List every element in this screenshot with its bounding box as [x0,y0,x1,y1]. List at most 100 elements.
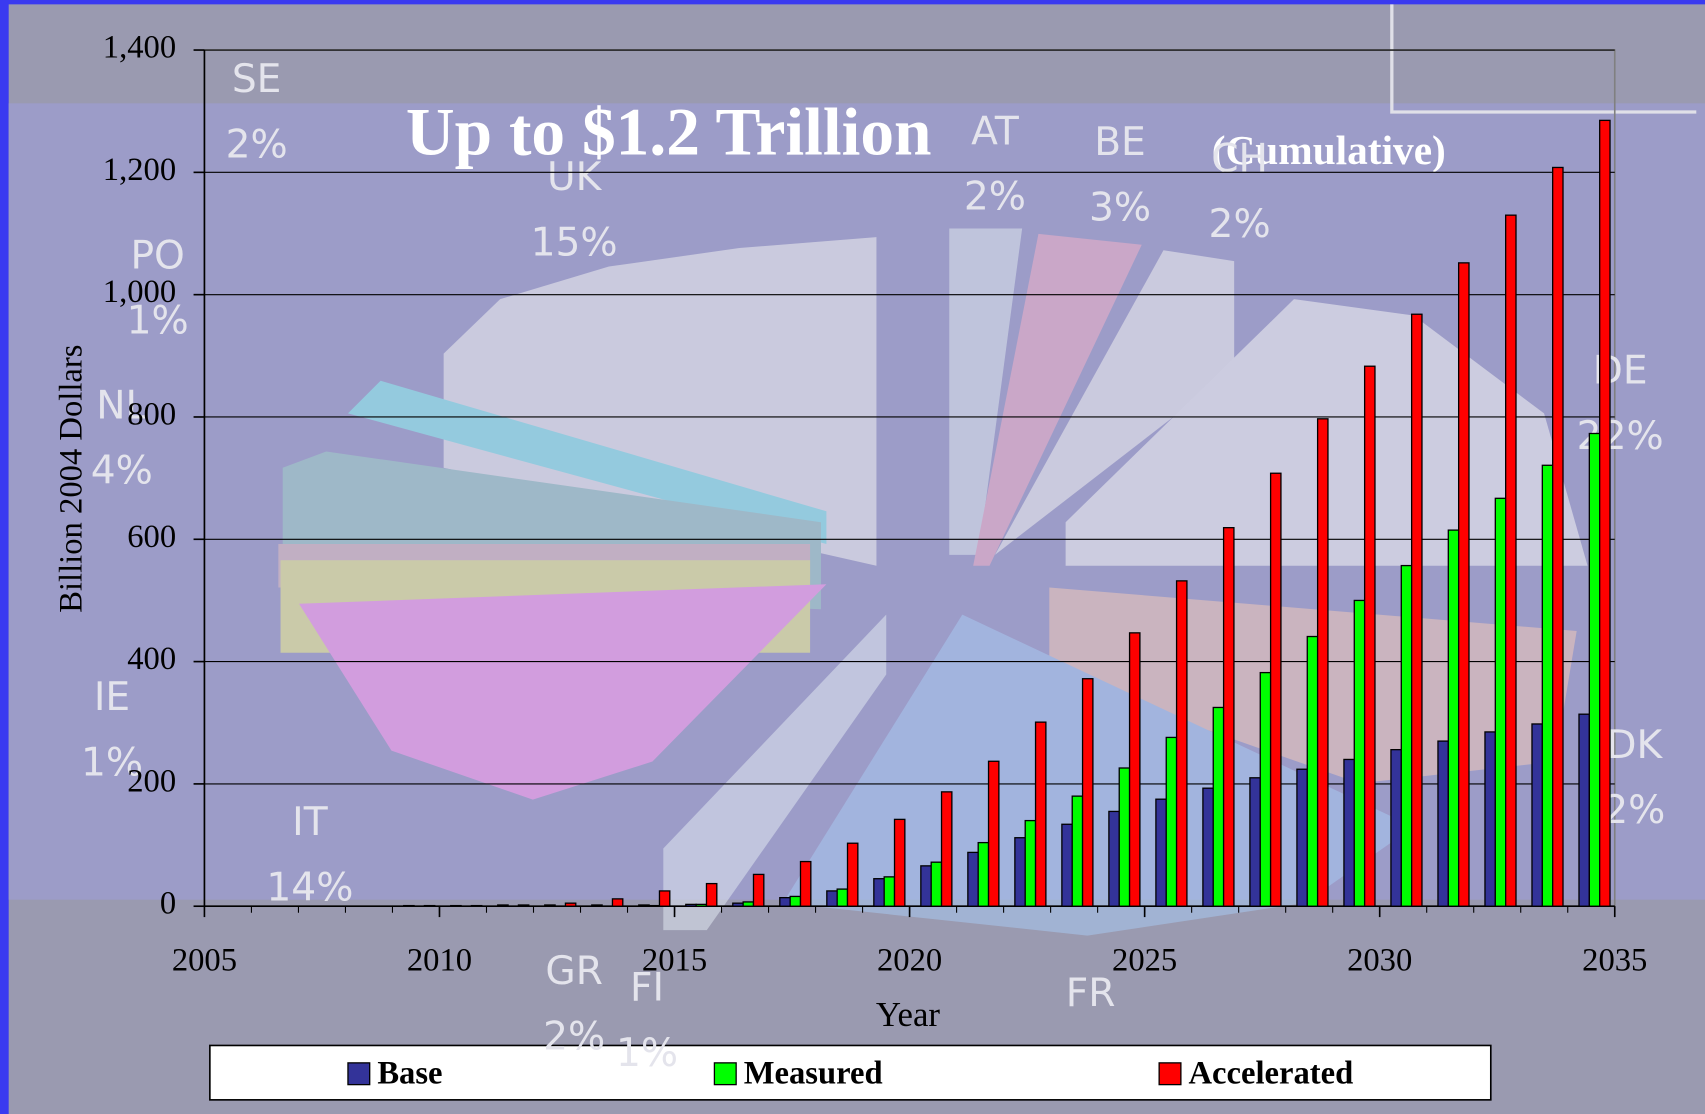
x-tick-label: 2015 [642,942,707,978]
bar [942,792,952,906]
bar [848,843,858,906]
pie-label: PO [130,233,184,278]
x-tick-label: 2020 [877,942,942,978]
bar [659,891,669,906]
bar [1156,799,1166,906]
pie-label: CH [1211,137,1268,182]
pie-label: 2% [1603,788,1665,833]
chart-title: Up to $1.2 Trillion [406,95,932,170]
pie-label: 3% [1089,185,1151,230]
bar [498,905,508,906]
bar [1532,724,1542,906]
bar [1015,838,1025,906]
bar [780,898,790,907]
pie-label: UK [547,155,603,200]
pie-label: SE [232,57,282,102]
bar [639,905,649,906]
y-tick-label: 800 [127,396,176,432]
pie-label: 2% [543,1014,605,1059]
pie-label: BE [1094,120,1146,165]
bar [931,862,941,906]
bar [1062,824,1072,906]
x-tick-label: 2025 [1112,942,1177,978]
bar [1213,707,1223,906]
bar [837,889,847,906]
bar [686,904,696,906]
bar [451,906,461,907]
pie-label: 1% [616,1031,678,1076]
bar [1495,498,1505,906]
bar [612,899,622,906]
bar [1224,528,1234,907]
x-axis-label: Year [876,995,941,1034]
bar [1485,732,1495,906]
y-axis-label: Billion 2004 Dollars [53,345,89,613]
pie-label: 14% [266,865,353,910]
bar [592,905,602,906]
bar [1083,679,1093,906]
legend-label: Accelerated [1188,1055,1353,1091]
bar [921,866,931,906]
bar [1542,465,1552,906]
x-tick-label: 2010 [407,942,472,978]
pie-label: GR [545,949,603,994]
y-tick-label: 0 [160,886,176,922]
bar [1459,263,1469,906]
y-tick-label: 1,200 [103,152,176,188]
x-tick-label: 2005 [172,942,237,978]
bar [1589,433,1599,906]
pie-label: IE [94,675,130,720]
bar [1072,796,1082,906]
bar [743,902,753,906]
bar [1600,120,1610,906]
page: {"chart_data": {"type": "bar", "title": … [0,0,1705,1114]
bar [1401,566,1411,907]
chart: Up to $1.2 Trillion (Cumulative) Billion… [0,0,1705,1114]
y-tick-label: 600 [127,519,176,555]
legend-swatch [348,1063,370,1085]
pie-label: DK [1606,723,1663,768]
bar [1307,637,1317,907]
bar [1391,750,1401,907]
bar [1344,759,1354,906]
bar [978,843,988,907]
y-tick-label: 1,400 [103,30,176,66]
bar [1130,633,1140,906]
pie-label: 4% [91,449,153,494]
bar [884,877,894,906]
pie-label: IT [292,800,329,845]
bar [790,896,800,906]
bar [1271,473,1281,906]
legend-swatch [1159,1063,1181,1085]
bar [1260,673,1270,907]
bar [424,906,434,907]
y-tick-label: 400 [127,641,176,677]
bar [1036,722,1046,906]
legend-label: Base [377,1055,442,1091]
y-tick-label: 1,000 [103,274,176,310]
bar [1109,811,1119,906]
bar [404,906,414,907]
bar [1448,530,1458,906]
bar [1119,768,1129,906]
bar [1553,167,1563,906]
bar [471,906,481,907]
bar [895,819,905,906]
bar [1297,769,1307,906]
pie-label: 2% [226,122,288,167]
bar [518,905,528,906]
bar [1579,714,1589,906]
bar [649,906,659,907]
bar [1438,741,1448,906]
pie-label: 15% [531,220,618,265]
pie-label: 2% [1209,202,1271,247]
pie-label: FR [1066,971,1116,1016]
bar [1177,581,1187,906]
bar [874,879,884,907]
y-tick-label: 200 [127,763,176,799]
bar [800,862,810,907]
bar [827,891,837,906]
bar [989,761,999,906]
x-tick-label: 2030 [1347,942,1412,978]
bar [1354,600,1364,906]
